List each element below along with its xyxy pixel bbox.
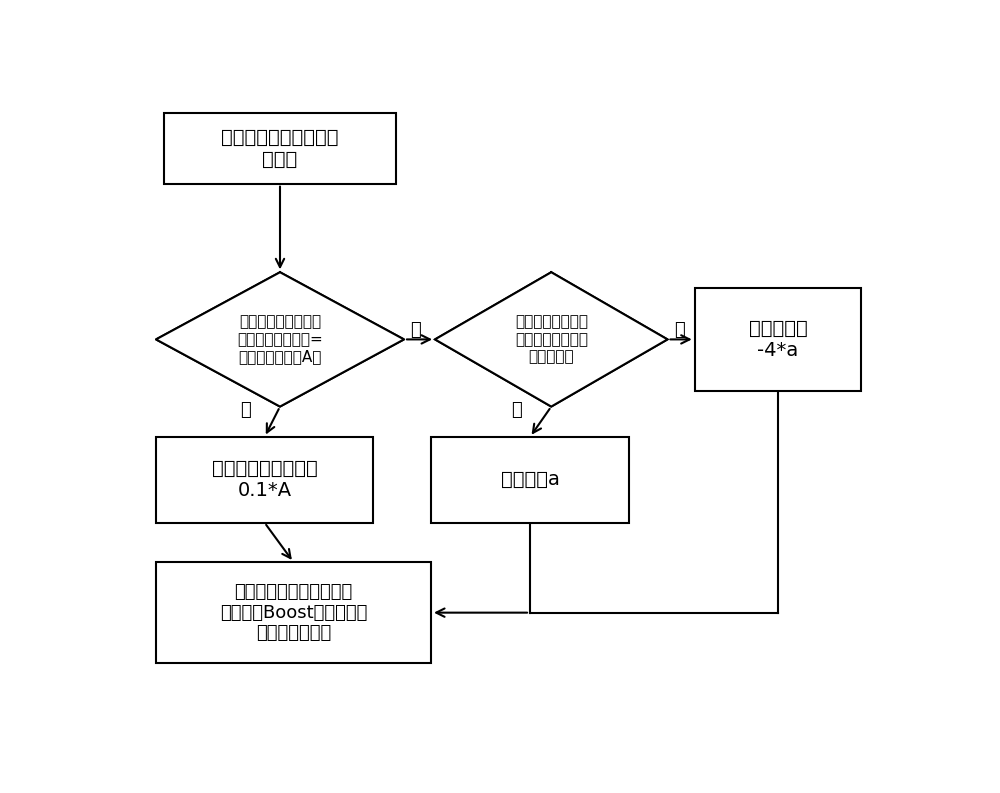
Text: 输出功率增量与电
压增量比值的乘积
符号为正？: 输出功率增量与电 压增量比值的乘积 符号为正？	[515, 315, 588, 364]
Text: 是: 是	[511, 400, 522, 419]
Text: 否: 否	[674, 321, 684, 339]
Text: 确定步长为
-4*a: 确定步长为 -4*a	[749, 319, 807, 360]
Polygon shape	[156, 272, 404, 407]
Bar	[695, 288, 861, 391]
Text: 将步长与参考占空比相加
生成控制Boost电路导通和
关断的控制信号: 将步长与参考占空比相加 生成控制Boost电路导通和 关断的控制信号	[220, 583, 367, 642]
Text: 输出功率增量与电压
增量比值的绝对值=
设定的振荡阈值A？: 输出功率增量与电压 增量比值的绝对值= 设定的振荡阈值A？	[237, 315, 323, 364]
Polygon shape	[435, 272, 668, 407]
Bar	[164, 113, 396, 184]
Bar	[431, 437, 629, 523]
Bar	[156, 437, 373, 523]
Text: 选取设定的固定步长
0.1*A: 选取设定的固定步长 0.1*A	[212, 459, 317, 500]
Text: 是: 是	[240, 400, 250, 419]
Text: 否: 否	[410, 321, 421, 339]
Text: 获取输出功率增量和电
压增量: 获取输出功率增量和电 压增量	[221, 128, 339, 169]
Text: 求取步长a: 求取步长a	[501, 470, 559, 489]
Bar	[156, 562, 431, 663]
